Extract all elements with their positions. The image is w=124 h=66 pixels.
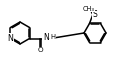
Text: S: S [93, 10, 97, 19]
Text: H: H [50, 34, 56, 40]
Text: N: N [43, 33, 48, 42]
Text: O: O [37, 48, 43, 54]
Text: CH₃: CH₃ [82, 6, 94, 12]
Text: N: N [7, 34, 13, 43]
